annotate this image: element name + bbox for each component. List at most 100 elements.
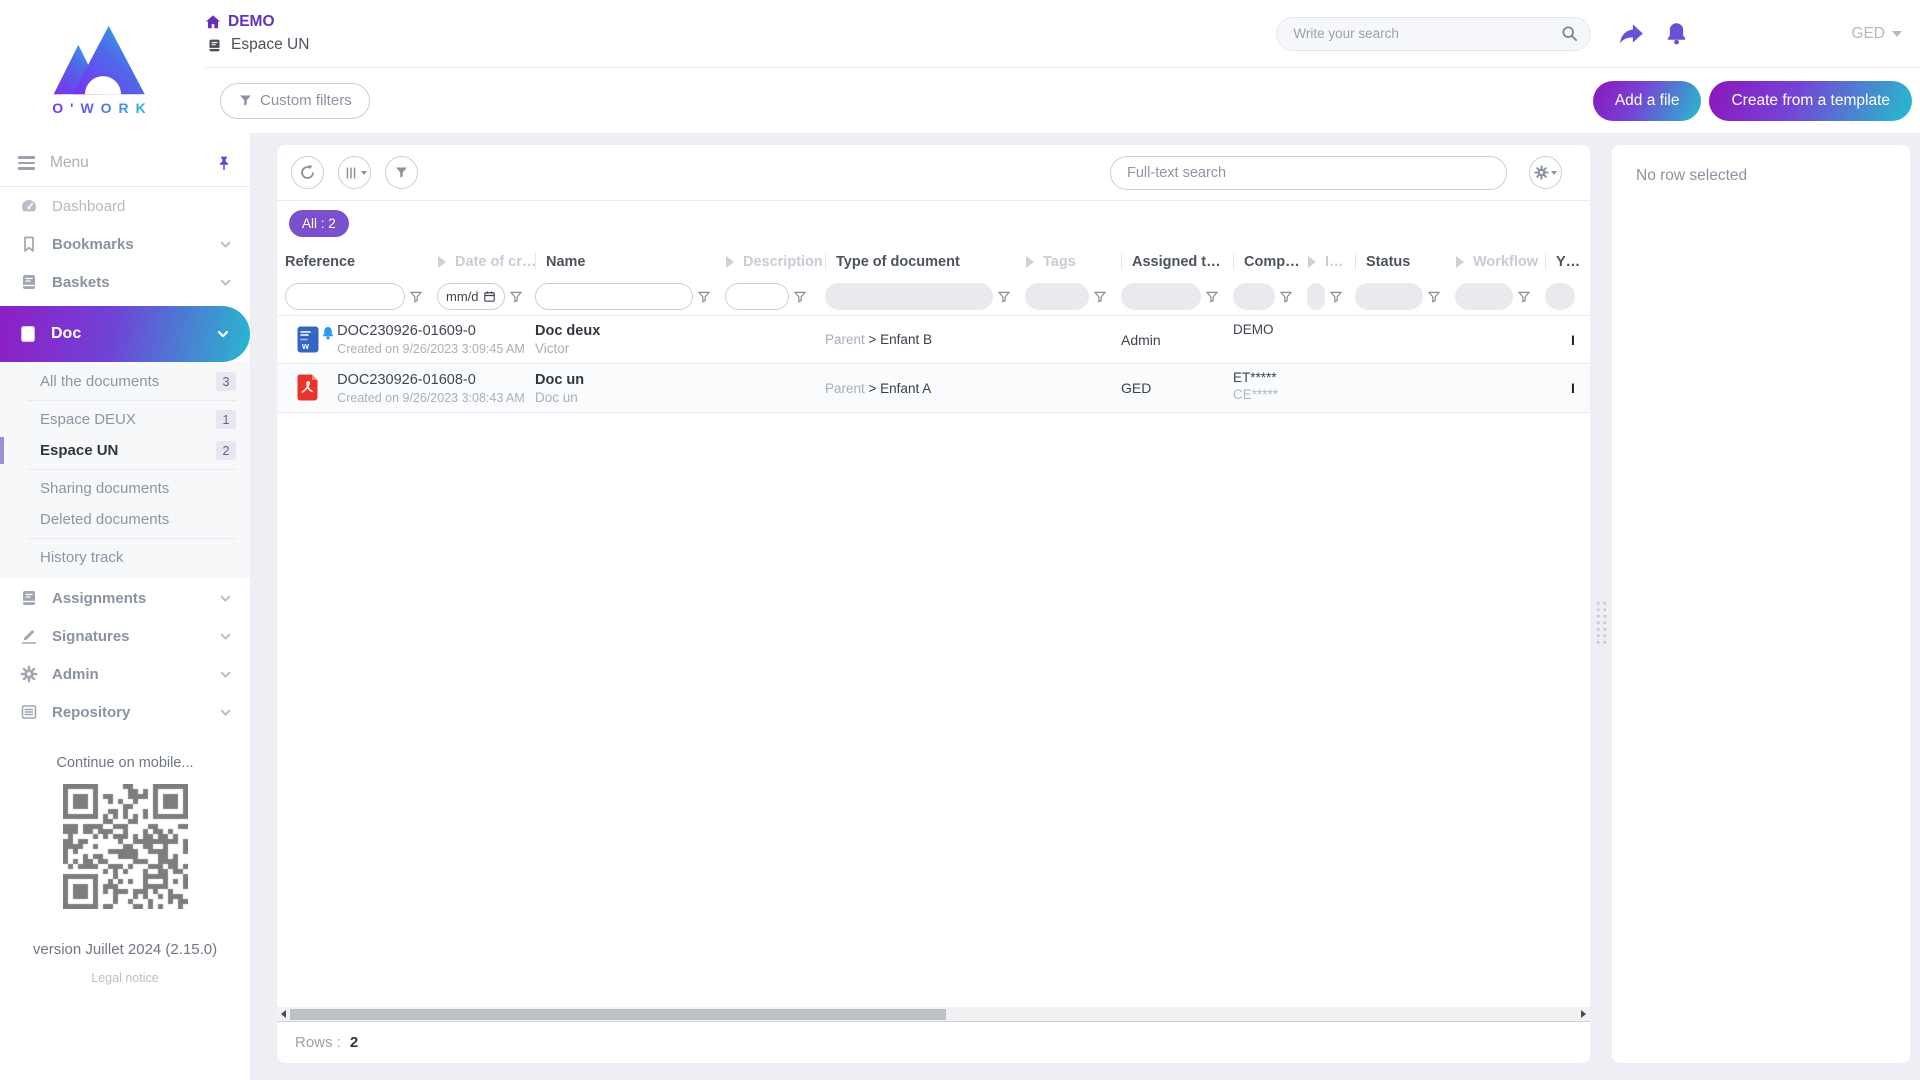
word-doc-icon: w xyxy=(297,326,319,353)
filter-date-input[interactable]: mm/d xyxy=(437,283,505,310)
custom-filters-button[interactable]: Custom filters xyxy=(220,82,370,119)
legal-notice-link[interactable]: Legal notice xyxy=(91,971,159,985)
column-label: Name xyxy=(546,253,586,270)
assigned-to: GED xyxy=(1121,380,1152,396)
type-parent: Parent xyxy=(825,380,865,396)
column-header-name[interactable]: Name xyxy=(535,245,725,278)
sidebar-item-signatures[interactable]: Signatures xyxy=(0,617,250,655)
column-header-y-[interactable]: Y… xyxy=(1545,245,1590,278)
subitem-label: Espace DEUX xyxy=(40,411,136,428)
fulltext-search-input[interactable] xyxy=(1110,155,1507,190)
assigned-cell: Admin xyxy=(1121,316,1233,363)
sidebar-subitem-espace-deux[interactable]: Espace DEUX 1 xyxy=(0,404,250,435)
subitem-label: Espace UN xyxy=(40,442,119,459)
refresh-button[interactable] xyxy=(291,156,324,189)
menu-toggle[interactable]: Menu xyxy=(0,140,250,187)
create-from-template-button[interactable]: Create from a template xyxy=(1709,80,1912,121)
header: DEMO Espace UN GED xyxy=(205,0,1920,133)
share-button[interactable] xyxy=(1617,20,1644,47)
funnel-icon[interactable] xyxy=(1517,290,1531,304)
scrollbar-thumb[interactable] xyxy=(290,1008,947,1020)
column-header-assigned-t-[interactable]: Assigned t… xyxy=(1121,245,1233,278)
document-type: Parent > Enfant B xyxy=(825,332,1121,347)
sidebar-subitem-espace-un[interactable]: Espace UN 2 xyxy=(0,435,250,466)
rows-count: 2 xyxy=(349,1034,359,1051)
funnel-icon[interactable] xyxy=(1427,290,1441,304)
scroll-left-button[interactable] xyxy=(277,1007,290,1021)
filter-input[interactable] xyxy=(285,283,405,310)
filter-button[interactable] xyxy=(385,156,418,189)
name-cell: Doc un Doc un xyxy=(535,364,825,412)
funnel-icon[interactable] xyxy=(697,290,711,304)
table-toolbar xyxy=(277,145,1590,201)
global-search-input[interactable] xyxy=(1276,16,1592,51)
created-on: Created on 9/26/2023 3:09:45 AM xyxy=(337,342,525,356)
count-badge: 1 xyxy=(216,410,236,429)
filter-input[interactable] xyxy=(725,283,789,310)
column-header-type-of-document[interactable]: Type of document xyxy=(825,245,1025,278)
funnel-icon[interactable] xyxy=(509,290,523,304)
sidebar-subitem-all-the-documents[interactable]: All the documents 3 xyxy=(0,366,250,397)
filter-input[interactable] xyxy=(535,283,693,310)
column-header-status[interactable]: Status xyxy=(1355,245,1455,278)
alert-bell-icon xyxy=(321,325,335,342)
funnel-icon[interactable] xyxy=(1329,290,1343,304)
subitem-label: Sharing documents xyxy=(40,480,170,497)
funnel-icon[interactable] xyxy=(793,290,807,304)
funnel-icon[interactable] xyxy=(1279,290,1293,304)
funnel-icon[interactable] xyxy=(997,290,1011,304)
notifications-button[interactable] xyxy=(1664,21,1689,46)
sidebar-item-label: Dashboard xyxy=(52,197,126,215)
scrollbar-track[interactable] xyxy=(290,1007,1577,1021)
table-row[interactable]: w DOC230926-01609-0 Created on 9/26/2023 3… xyxy=(277,316,1590,364)
column-filter-name xyxy=(535,283,725,310)
svg-text:w: w xyxy=(301,341,310,351)
sidebar-subitem-sharing-documents[interactable]: Sharing documents xyxy=(0,473,250,504)
column-header-date-of-cr-[interactable]: Date of cr… xyxy=(437,245,535,278)
add-file-button[interactable]: Add a file xyxy=(1592,80,1702,121)
no-row-selected-message: No row selected xyxy=(1636,167,1748,184)
panel-resize-handle[interactable] xyxy=(1595,600,1608,646)
column-header-workflow[interactable]: Workflow xyxy=(1455,245,1545,278)
sidebar-item-doc[interactable]: Doc xyxy=(0,306,250,362)
all-filter-badge[interactable]: All : 2 xyxy=(289,209,349,237)
account-menu[interactable]: GED xyxy=(1851,25,1902,43)
book-icon xyxy=(207,38,222,53)
calendar-icon xyxy=(483,290,496,303)
column-header-i-[interactable]: I… xyxy=(1307,245,1355,278)
sidebar-item-dashboard[interactable]: Dashboard xyxy=(0,187,250,225)
column-header-reference[interactable]: Reference xyxy=(285,245,437,278)
pin-icon[interactable] xyxy=(216,155,232,171)
funnel-icon[interactable] xyxy=(409,290,423,304)
column-filter-description xyxy=(725,283,825,310)
sidebar-footer: Continue on mobile... version Juillet 20… xyxy=(0,755,250,985)
funnel-icon[interactable] xyxy=(1205,290,1219,304)
sidebar-item-repository[interactable]: Repository xyxy=(0,693,250,731)
table-row[interactable]: DOC230926-01608-0 Created on 9/26/2023 3:… xyxy=(277,364,1590,413)
column-label: Comp… xyxy=(1244,253,1300,270)
search-icon xyxy=(1561,25,1578,42)
workflow-cell xyxy=(1455,316,1545,363)
column-header-description[interactable]: Description xyxy=(725,245,825,278)
column-header-tags[interactable]: Tags xyxy=(1025,245,1121,278)
sidebar: Menu Dashboard Bookmarks Baskets Doc All t… xyxy=(0,133,250,1080)
sidebar-item-bookmarks[interactable]: Bookmarks xyxy=(0,225,250,263)
toolbar-right xyxy=(1110,155,1562,190)
refresh-icon xyxy=(299,164,316,181)
sidebar-subitem-deleted-documents[interactable]: Deleted documents xyxy=(0,504,250,535)
column-filter-status xyxy=(1355,283,1455,310)
columns-button[interactable] xyxy=(338,156,371,189)
table-settings-button[interactable] xyxy=(1529,156,1562,189)
funnel-icon[interactable] xyxy=(1093,290,1107,304)
scroll-right-button[interactable] xyxy=(1577,1007,1590,1021)
company-sub-value: CE***** xyxy=(1233,387,1279,402)
sidebar-item-baskets[interactable]: Baskets xyxy=(0,263,250,301)
sidebar-item-admin[interactable]: Admin xyxy=(0,655,250,693)
document-name: Doc deux xyxy=(535,323,601,339)
sidebar-subitem-history-track[interactable]: History track xyxy=(0,542,250,573)
breadcrumb-space[interactable]: Espace UN xyxy=(205,36,309,54)
breadcrumb-home[interactable]: DEMO xyxy=(205,13,309,31)
column-header-comp-[interactable]: Comp… xyxy=(1233,245,1307,278)
sidebar-item-assignments[interactable]: Assignments xyxy=(0,579,250,617)
column-divider xyxy=(1355,253,1356,270)
